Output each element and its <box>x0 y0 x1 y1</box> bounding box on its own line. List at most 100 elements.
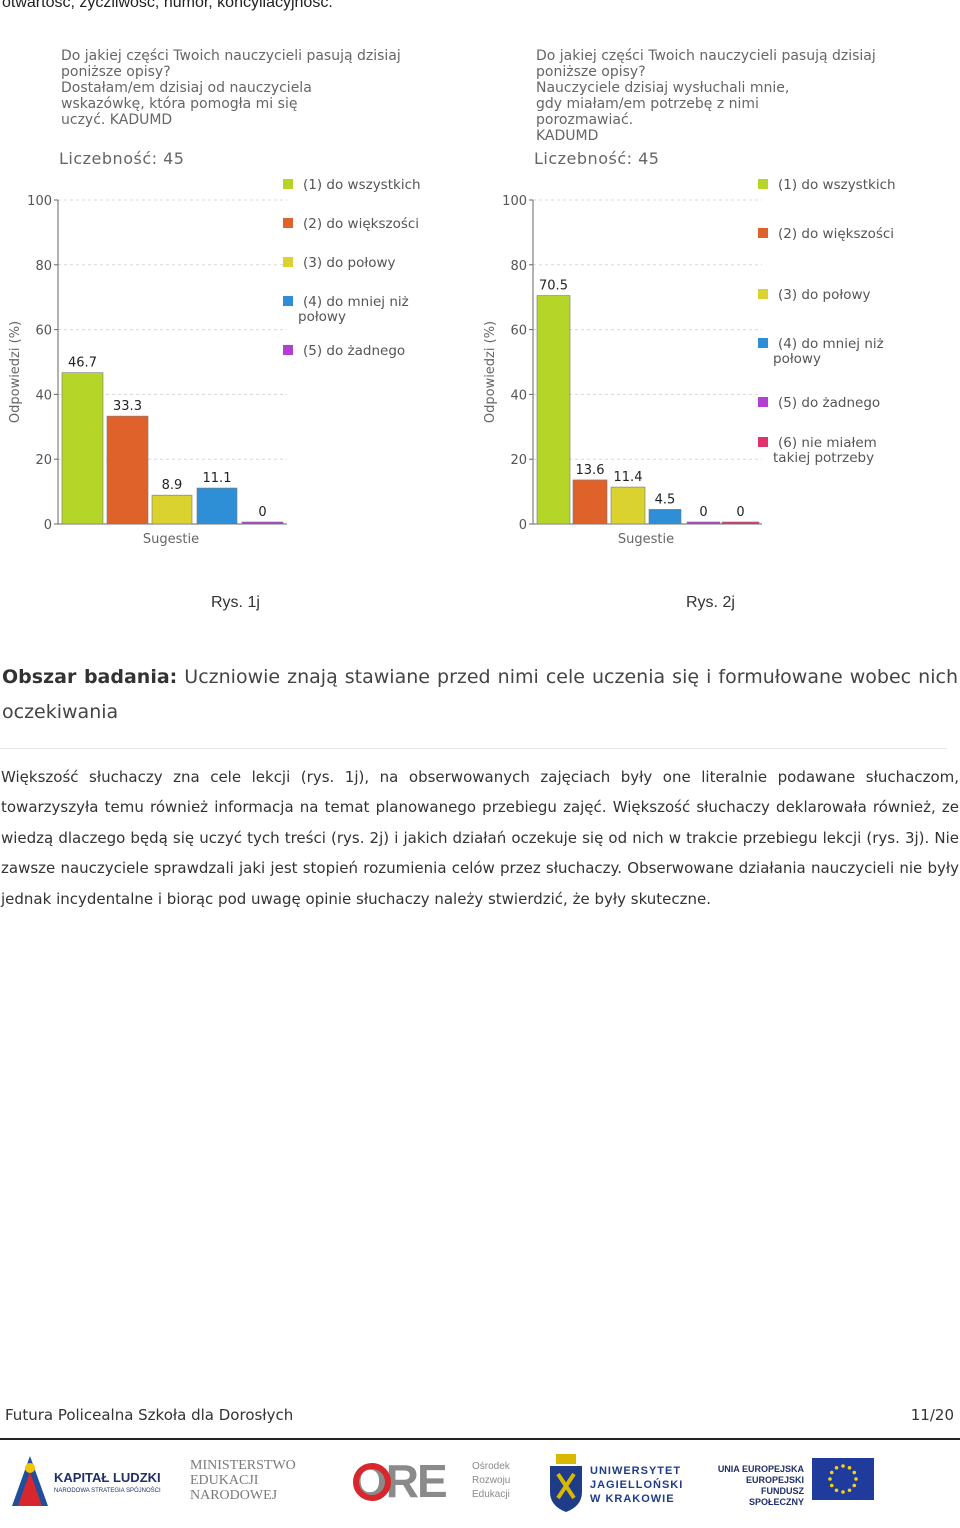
kapital-ludzki-subtitle: NARODOWA STRATEGIA SPÓJNOŚCI <box>54 1488 161 1494</box>
eu-star <box>834 1465 839 1470</box>
y-tick-label: 80 <box>510 259 527 274</box>
chart-1-svg: 0 20 40 60 80 100 Odpowiedzi (%) Sugestie 46.7 (1… <box>8 177 421 547</box>
bar <box>686 521 721 525</box>
bar-value-label: 4.5 <box>655 492 676 507</box>
footer-school: Futura Policealna Szkoła dla Dorosłych <box>5 1406 294 1424</box>
sponsor-logos: KAPITAŁ LUDZKI NARODOWA STRATEGIA SPÓJNO… <box>0 1448 960 1520</box>
y-tick-label: 100 <box>27 194 52 209</box>
y-axis-label: Odpowiedzi (%) <box>8 321 23 423</box>
uj-line-2: JAGIELLOŃSKI <box>590 1479 684 1491</box>
bar <box>196 487 238 525</box>
bar <box>61 372 104 525</box>
y-tick-label: 80 <box>35 259 52 274</box>
legend-label: połowy <box>773 351 821 367</box>
bar <box>536 295 571 525</box>
bar-value-label: 8.9 <box>162 478 183 493</box>
bar-value-label: 11.4 <box>614 470 643 485</box>
legend-swatch <box>758 289 768 299</box>
chart-1: Do jakiej części Twoich nauczycieli pasu… <box>0 40 470 560</box>
bar-value-label: 0 <box>736 505 744 520</box>
bar <box>241 521 284 525</box>
legend-label: (3) do połowy <box>303 255 396 271</box>
body-paragraph: Większość słuchaczy zna cele lekcji (rys… <box>1 768 959 908</box>
legend-label: (2) do większości <box>778 226 894 242</box>
eu-star <box>829 1483 834 1488</box>
area-heading: Obszar badania: Uczniowie znają stawiane… <box>2 660 958 730</box>
bar-value-label: 13.6 <box>576 463 605 478</box>
bar <box>572 479 608 525</box>
legend-label: (6) nie miałem <box>778 435 877 451</box>
uj-crest-icon <box>550 1454 582 1512</box>
eu-star <box>834 1488 839 1493</box>
y-tick-label: 60 <box>35 324 52 339</box>
y-tick-label: 40 <box>510 388 527 403</box>
divider <box>0 748 946 749</box>
legend-label: (5) do żadnego <box>778 395 880 411</box>
eu-star <box>852 1483 857 1488</box>
legend-swatch <box>758 228 768 238</box>
legend-swatch <box>283 257 293 267</box>
legend-swatch <box>283 218 293 228</box>
bar-value-label: 11.1 <box>203 471 232 486</box>
legend-label: (3) do połowy <box>778 287 871 303</box>
legend-label: połowy <box>298 309 346 325</box>
bar-value-label: 46.7 <box>68 356 97 371</box>
intro-line: otwartość, życzliwość, humor, koncyliacy… <box>2 0 333 11</box>
ue-line-3: FUNDUSZ SPOŁECZNY <box>748 1486 804 1507</box>
chart-question: Do jakiej części Twoich nauczycieli pasu… <box>61 48 401 128</box>
legend-swatch <box>283 179 293 189</box>
kapital-ludzki-logo: KAPITAŁ LUDZKI NARODOWA STRATEGIA SPÓJNO… <box>8 1448 173 1518</box>
y-tick-label: 0 <box>44 518 52 533</box>
bar <box>610 486 646 525</box>
ore-ring-icon <box>353 1463 391 1501</box>
eu-star <box>828 1477 832 1481</box>
legend-swatch <box>758 437 768 447</box>
legend-swatch <box>758 179 768 189</box>
figure-caption-1: Rys. 1j <box>211 594 260 611</box>
y-tick-label: 20 <box>35 453 52 468</box>
area-label: Obszar badania: <box>2 666 178 688</box>
ue-line-1: UNIA EUROPEJSKA <box>717 1464 804 1474</box>
uj-line-1: UNIWERSYTET <box>590 1465 682 1477</box>
eu-flag-icon <box>812 1458 874 1500</box>
legend-label: (4) do mniej niż <box>303 294 409 310</box>
bar <box>106 415 149 525</box>
bar <box>721 521 760 525</box>
chart-count-label: Liczebność: 45 <box>534 149 660 168</box>
y-tick-label: 0 <box>519 518 527 533</box>
men-line-1: MINISTERSTWO <box>190 1458 296 1473</box>
bar-value-label: 0 <box>699 505 707 520</box>
y-axis-label: Odpowiedzi (%) <box>483 321 498 423</box>
chart-2: Do jakiej części Twoich nauczycieli pasu… <box>475 40 945 560</box>
ore-logo: ORE Ośrodek Rozwoju Edukacji <box>350 1448 530 1518</box>
eu-star <box>841 1464 845 1468</box>
eu-star <box>847 1488 852 1493</box>
figure-caption-2: Rys. 2j <box>686 594 735 611</box>
x-axis-label: Sugestie <box>143 532 199 547</box>
bar-value-label: 0 <box>258 505 266 520</box>
y-tick-label: 100 <box>502 194 527 209</box>
footer-divider <box>0 1438 960 1440</box>
bar-value-label: 70.5 <box>539 279 568 294</box>
legend-label: (5) do żadnego <box>303 343 405 359</box>
ue-logo: UNIA EUROPEJSKA EUROPEJSKI FUNDUSZ SPOŁE… <box>708 1448 878 1518</box>
y-tick-label: 40 <box>35 388 52 403</box>
area-text: Uczniowie znają stawiane przed nimi cele… <box>2 666 958 723</box>
men-logo: MINISTERSTWO EDUKACJI NARODOWEJ <box>190 1448 320 1518</box>
bar <box>648 509 682 525</box>
chart-2-svg: 0 20 40 60 80 100 Odpowiedzi (%) Sugestie 70.5 (1… <box>483 177 896 547</box>
legend-swatch <box>758 397 768 407</box>
ore-line-2: Rozwoju <box>472 1475 511 1486</box>
eu-star <box>847 1465 852 1470</box>
men-line-3: NARODOWEJ <box>190 1488 278 1503</box>
chart-count-label: Liczebność: 45 <box>59 149 185 168</box>
eu-star <box>841 1490 845 1494</box>
uj-line-3: W KRAKOWIE <box>590 1493 675 1505</box>
ore-line-1: Ośrodek <box>472 1461 510 1472</box>
bar <box>151 494 193 525</box>
kapital-ludzki-icon <box>12 1456 48 1506</box>
eu-star <box>854 1477 858 1481</box>
y-tick-label: 60 <box>510 324 527 339</box>
legend-label: (1) do wszystkich <box>778 177 896 193</box>
legend-swatch <box>283 296 293 306</box>
